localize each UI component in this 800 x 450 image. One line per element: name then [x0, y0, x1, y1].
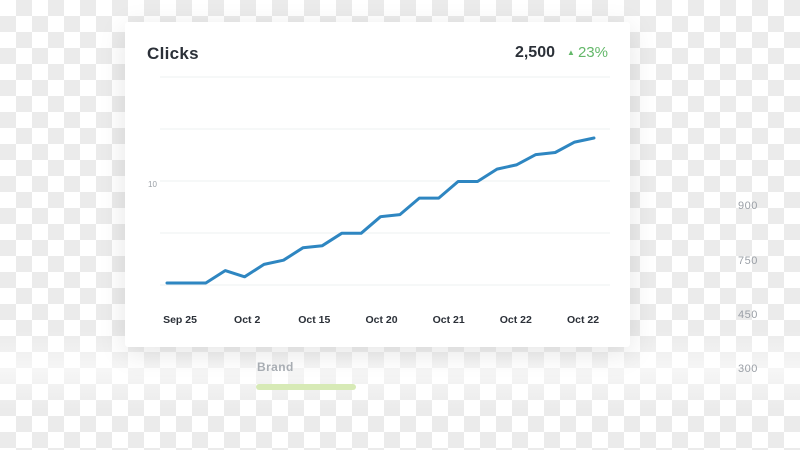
clicks-total: 2,500	[514, 44, 555, 61]
legend-label: Brand	[257, 360, 294, 374]
card-title: Clicks	[147, 44, 199, 63]
x-tick-label: Oct 22	[500, 314, 532, 326]
x-tick-label: Oct 21	[433, 314, 465, 326]
outer-y-tick: 900	[738, 200, 758, 212]
outer-y-tick: 750	[738, 255, 758, 267]
change-badge: ▲ 23%	[567, 44, 608, 61]
x-tick-label: Sep 25	[163, 314, 197, 326]
legend-swatch	[256, 384, 356, 390]
up-arrow-icon: ▲	[567, 48, 575, 57]
change-value: 23%	[577, 44, 608, 61]
x-tick-label: Oct 15	[298, 314, 330, 326]
outer-y-tick: 300	[738, 363, 758, 375]
clicks-series-line	[165, 136, 596, 285]
clicks-card: Clicks 2,500 ▲ 23%	[125, 22, 630, 347]
y-tick-label: 10	[148, 180, 157, 189]
outer-y-tick: 450	[738, 309, 758, 321]
x-tick-label: Oct 20	[365, 314, 397, 326]
x-tick-label: Oct 22	[567, 314, 599, 326]
x-tick-label: Oct 2	[234, 314, 260, 326]
